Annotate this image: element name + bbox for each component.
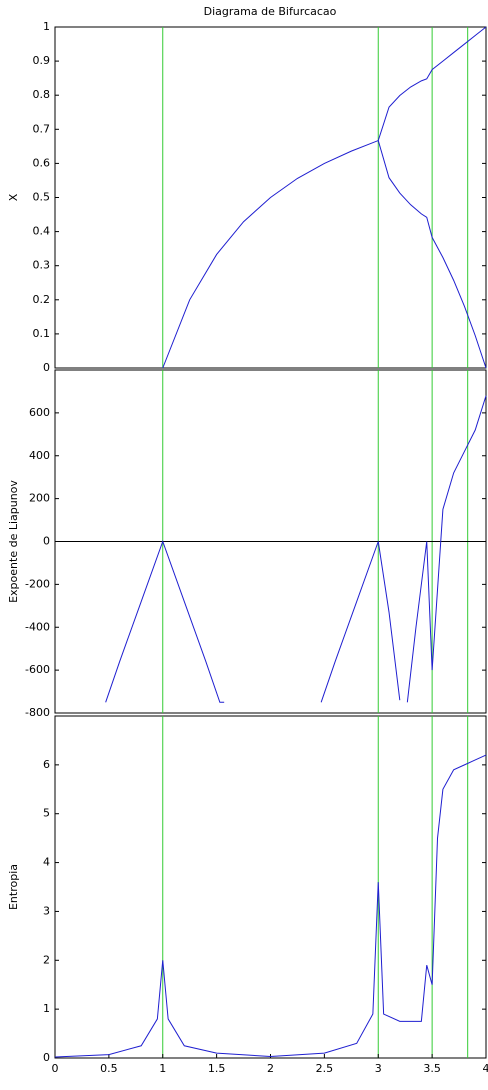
data-line xyxy=(162,26,487,369)
y-tick-label: 0.9 xyxy=(33,54,51,67)
y-tick-label: 0.2 xyxy=(33,293,51,306)
y-tick-label: 0 xyxy=(43,535,50,548)
x-tick-label: 1 xyxy=(159,1062,166,1075)
x-tick-label: 2 xyxy=(267,1062,274,1075)
x-tick-label: 3 xyxy=(375,1062,382,1075)
y-tick-label: 5 xyxy=(43,807,50,820)
y-axis-label: X xyxy=(7,193,20,201)
y-tick-label: -200 xyxy=(25,577,50,590)
x-tick-label: 3.5 xyxy=(423,1062,441,1075)
data-line xyxy=(406,395,487,703)
data-line xyxy=(377,140,487,369)
y-tick-label: 400 xyxy=(29,449,50,462)
data-line xyxy=(54,754,487,1058)
y-tick-label: 0.8 xyxy=(33,88,51,101)
y-tick-label: 0 xyxy=(43,1051,50,1064)
x-tick-label: 4 xyxy=(483,1062,488,1075)
y-tick-label: 0.3 xyxy=(33,259,51,272)
y-tick-label: 3 xyxy=(43,904,50,917)
y-axis-label: Entropia xyxy=(7,864,20,910)
data-line xyxy=(105,540,225,703)
y-tick-label: 0.7 xyxy=(33,122,51,135)
y-tick-label: -400 xyxy=(25,620,50,633)
y-tick-label: 0.1 xyxy=(33,327,51,340)
y-tick-label: 4 xyxy=(43,856,50,869)
y-tick-label: 0.4 xyxy=(33,225,51,238)
y-tick-label: -600 xyxy=(25,663,50,676)
y-axis-label: Expoente de Liapunov xyxy=(7,480,20,603)
y-tick-label: 1 xyxy=(43,1002,50,1015)
x-tick-label: 0 xyxy=(52,1062,59,1075)
x-tick-label: 0.5 xyxy=(100,1062,118,1075)
chart-title: Diagrama de Bifurcacao xyxy=(204,5,337,18)
y-tick-label: 600 xyxy=(29,406,50,419)
data-line xyxy=(320,541,401,703)
y-tick-label: 6 xyxy=(43,758,50,771)
plot-frame xyxy=(54,715,487,1059)
y-tick-label: 0.5 xyxy=(33,191,51,204)
x-tick-label: 1.5 xyxy=(208,1062,226,1075)
y-tick-label: 0.6 xyxy=(33,156,51,169)
y-tick-label: 0 xyxy=(43,361,50,374)
y-tick-label: 2 xyxy=(43,953,50,966)
x-tick-label: 2.5 xyxy=(316,1062,334,1075)
y-tick-label: 1 xyxy=(43,20,50,33)
y-tick-label: -800 xyxy=(25,706,50,719)
y-tick-label: 200 xyxy=(29,492,50,505)
